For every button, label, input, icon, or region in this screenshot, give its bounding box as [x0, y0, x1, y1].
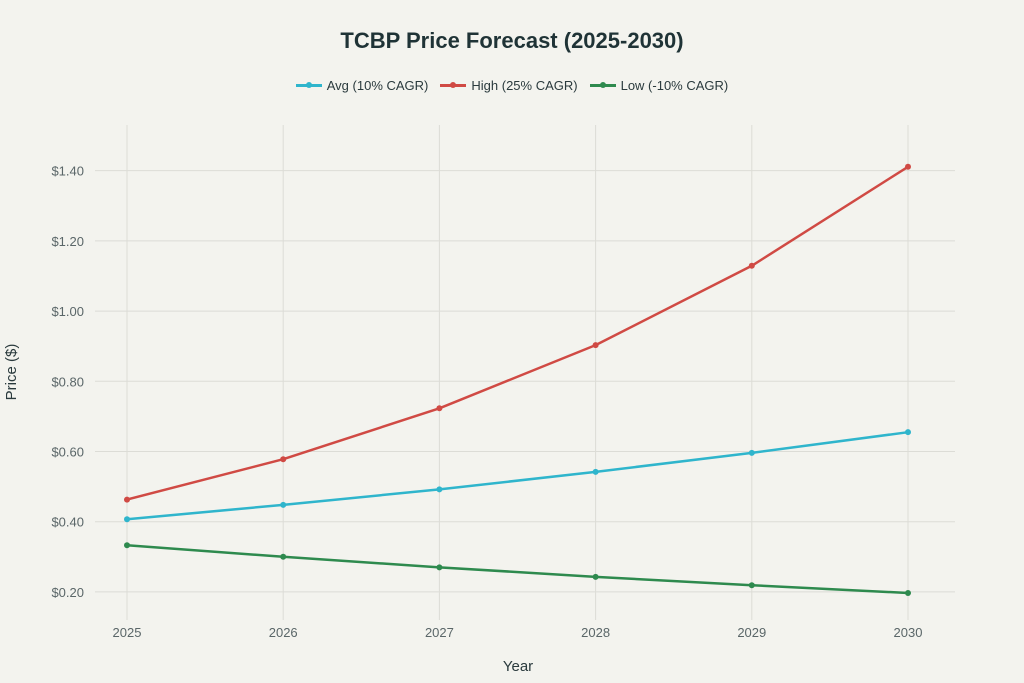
data-point-high: [436, 405, 443, 412]
data-point-avg: [748, 449, 755, 456]
legend-swatch-avg: [295, 82, 322, 88]
legend: Avg (10% CAGR) High (25% CAGR) Low (-10%…: [0, 78, 1024, 93]
data-point-high: [905, 163, 911, 170]
y-tick-label: $0.20: [51, 585, 84, 600]
data-point-low: [280, 553, 287, 560]
x-tick-label: 2027: [425, 625, 454, 640]
y-axis-label: Price ($): [3, 344, 20, 401]
series-line-avg: [126, 430, 909, 521]
series-line-low: [126, 543, 909, 595]
legend-label-avg: Avg (10% CAGR): [326, 78, 429, 93]
x-axis-label: Year: [503, 658, 533, 675]
data-point-avg: [592, 468, 599, 475]
data-point-high: [592, 342, 599, 349]
legend-label-low: Low (-10% CAGR): [620, 78, 729, 93]
y-tick-label: $0.80: [51, 374, 84, 389]
data-point-high: [124, 496, 130, 503]
y-tick-label: $1.00: [51, 304, 84, 319]
data-point-low: [592, 573, 599, 580]
legend-item-high[interactable]: High (25% CAGR): [440, 78, 578, 93]
legend-item-avg[interactable]: Avg (10% CAGR): [295, 78, 429, 93]
legend-swatch-low: [589, 82, 616, 88]
data-point-low: [124, 542, 130, 549]
legend-label-high: High (25% CAGR): [471, 78, 578, 93]
data-point-avg: [905, 429, 911, 436]
x-tick-label: 2026: [269, 625, 298, 640]
y-tick-label: $0.60: [51, 444, 84, 459]
data-point-avg: [436, 486, 443, 493]
y-tick-label: $0.40: [51, 515, 84, 530]
data-point-avg: [280, 501, 287, 508]
data-point-low: [436, 564, 443, 571]
data-point-high: [748, 262, 755, 269]
data-point-high: [280, 456, 287, 463]
series-line-high: [126, 165, 909, 501]
y-tick-label: $1.40: [51, 164, 84, 179]
data-point-low: [748, 582, 755, 589]
legend-item-low[interactable]: Low (-10% CAGR): [589, 78, 729, 93]
x-tick-label: 2028: [581, 625, 610, 640]
chart-title: TCBP Price Forecast (2025-2030): [340, 28, 684, 53]
x-tick-label: 2030: [894, 625, 923, 640]
data-point-avg: [124, 516, 130, 523]
data-point-low: [905, 589, 911, 596]
legend-swatch-high: [440, 82, 467, 88]
y-tick-label: $1.20: [51, 234, 84, 249]
x-tick-label: 2025: [113, 625, 142, 640]
x-tick-label: 2029: [737, 625, 766, 640]
